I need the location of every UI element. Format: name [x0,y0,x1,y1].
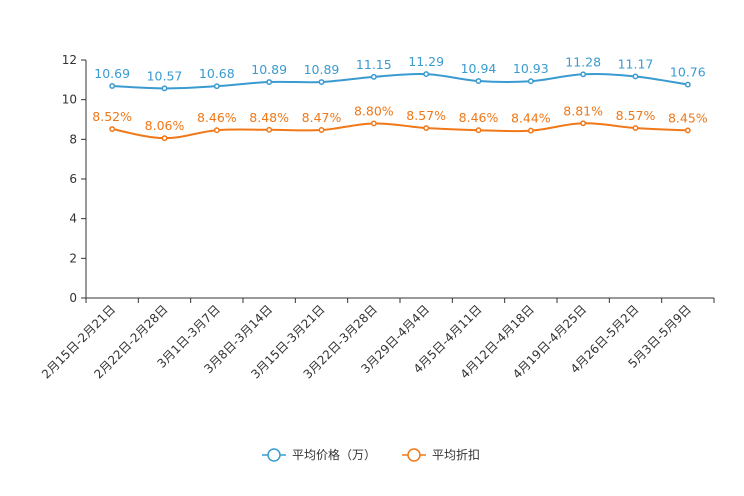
y-tick-label: 6 [69,172,77,186]
legend-circle-icon [407,448,421,462]
data-point[interactable] [632,125,639,131]
y-tick-label: 0 [69,291,77,305]
data-label: 8.47% [302,110,342,125]
y-tick-label: 2 [69,251,77,265]
data-label: 8.46% [197,110,237,125]
data-point[interactable] [527,78,534,85]
data-point[interactable] [318,127,325,133]
data-point[interactable] [475,127,482,134]
data-point[interactable] [213,127,220,134]
data-point[interactable] [370,73,377,80]
legend-circle-icon [267,448,281,462]
data-point[interactable] [318,79,325,85]
data-point[interactable] [580,71,587,78]
y-tick-label: 4 [69,212,77,226]
data-label: 11.15 [356,57,392,72]
data-point[interactable] [370,120,377,127]
legend-label: 平均折扣 [432,447,480,462]
data-point[interactable] [684,127,691,134]
data-point[interactable] [580,120,587,127]
data-point[interactable] [423,125,430,131]
data-point[interactable] [213,83,220,90]
data-point[interactable] [161,85,168,92]
legend-label: 平均价格（万） [292,447,376,462]
series-1: 10.69 10.57 10.68 10.89 10.89 11.15 11.29 10.94… [94,54,706,92]
y-tick-label: 12 [62,53,77,67]
series-line [111,122,688,140]
chart-axes: 0 2 4 6 8 10 12 [62,53,715,305]
data-label: 10.69 [94,66,130,81]
data-label: 10.68 [199,66,235,81]
data-point[interactable] [266,126,273,133]
data-point[interactable] [423,71,430,78]
data-point[interactable] [266,79,273,85]
data-point[interactable] [527,127,534,134]
data-label: 8.45% [668,110,708,125]
data-label: 10.89 [304,62,340,77]
data-label: 8.44% [511,111,551,126]
data-label: 8.57% [406,108,446,123]
data-point[interactable] [109,126,116,132]
data-label: 10.93 [513,61,549,76]
chart-series: 10.69 10.57 10.68 10.89 10.89 11.15 11.29 10.94… [92,54,708,142]
data-point[interactable] [475,78,482,84]
data-point[interactable] [109,83,116,89]
data-label: 11.29 [408,54,444,69]
x-axis-labels: 2月15日-2月21日2月22日-2月28日3月1日-3月7日3月8日-3月14… [39,302,694,381]
data-label: 8.06% [145,118,185,133]
data-label: 10.76 [670,65,706,80]
series-line [112,72,688,90]
data-label: 10.89 [251,62,287,77]
data-point[interactable] [161,135,168,142]
y-tick-label: 10 [62,93,77,107]
legend-item-2[interactable]: 平均折扣 [402,447,480,462]
series-2: 8.52% 8.06% 8.46% 8.48% 8.47% 8.80% 8.57% 8.46%… [92,103,708,142]
y-tick-label: 8 [69,132,77,146]
data-label: 8.46% [459,110,499,125]
data-label: 8.80% [354,103,394,118]
data-point[interactable] [632,73,639,80]
chart-legend[interactable]: 平均价格（万） 平均折扣 [262,447,480,462]
data-label: 10.57 [147,68,183,83]
data-label: 8.81% [563,103,603,118]
data-label: 11.17 [618,56,654,71]
legend-item-1[interactable]: 平均价格（万） [262,447,376,462]
data-label: 8.48% [249,110,289,125]
data-label: 11.28 [565,54,601,69]
data-point[interactable] [684,81,691,88]
data-label: 10.94 [461,61,497,76]
data-label: 8.52% [92,109,132,124]
data-label: 8.57% [616,108,656,123]
